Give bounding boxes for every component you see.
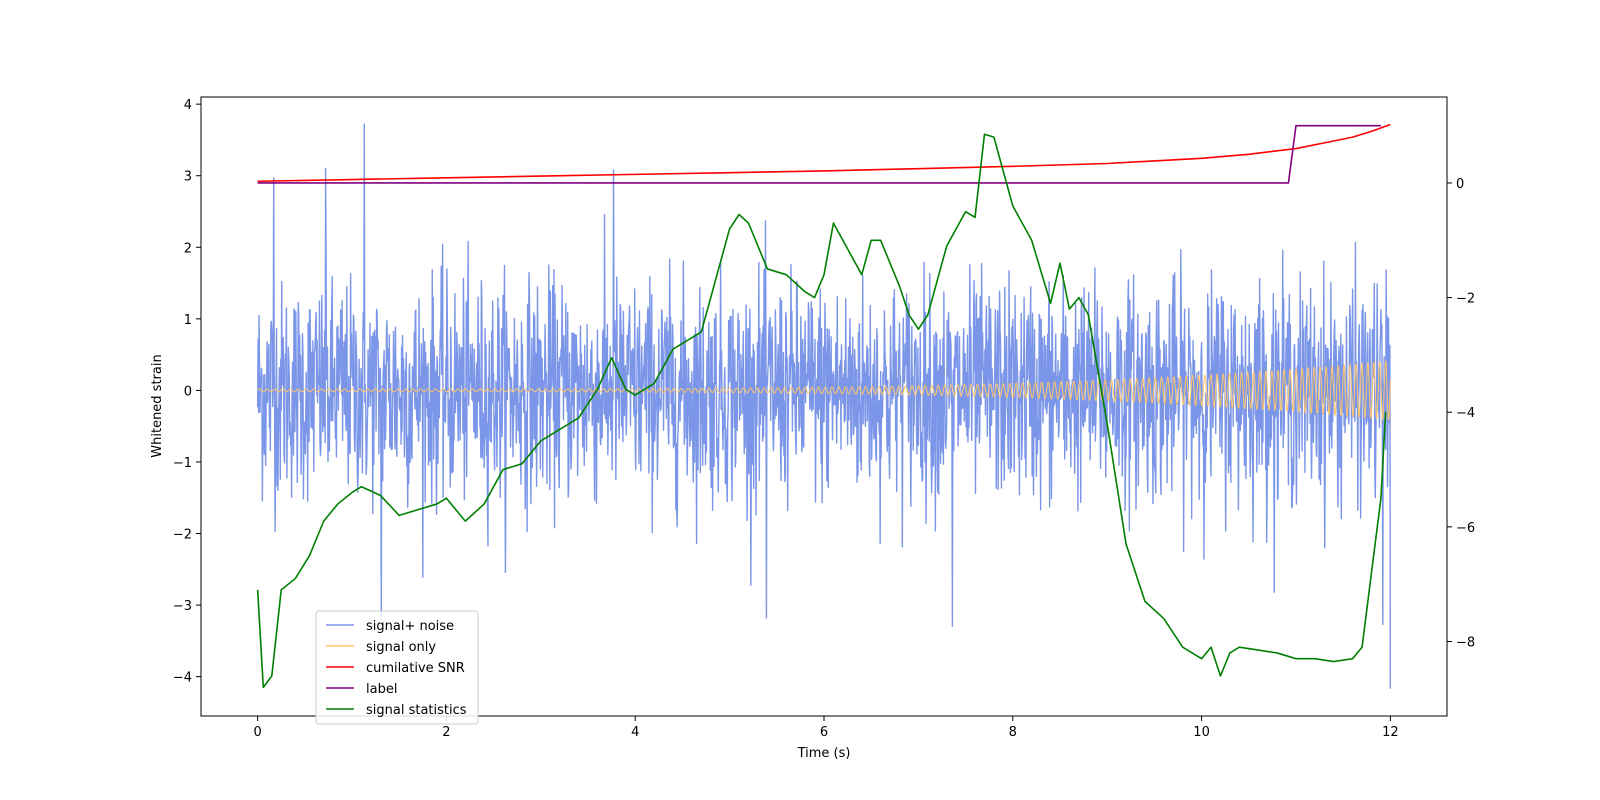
y2-tick-label: 0 [1456,177,1464,192]
y-tick-label: 0 [184,384,192,399]
y-tick-label: −3 [173,599,192,614]
y2-tick-label: −8 [1456,635,1475,650]
legend: signal+ noise signal only cumilative SNR la… [316,611,478,724]
y2-tick-label: −2 [1456,292,1475,307]
legend-label-cumilative-snr: cumilative SNR [366,661,465,676]
y2-tick-label: −6 [1456,521,1475,536]
legend-label-signal-only: signal only [366,640,436,655]
x-tick-label: 6 [820,725,828,740]
y-tick-label: −2 [173,528,192,543]
legend-label-label: label [366,682,397,697]
y-axis-label: Whitened strain [150,354,165,457]
x-tick-label: 12 [1382,725,1399,740]
x-tick-label: 2 [442,725,450,740]
x-axis-label: Time (s) [797,746,851,761]
x-tick-label: 0 [253,725,261,740]
legend-label-signal-noise: signal+ noise [366,619,454,634]
y-tick-label: 2 [184,241,192,256]
y-tick-label: 3 [184,170,192,185]
y2-tick-label: −4 [1456,406,1475,421]
y-tick-label: −4 [173,671,192,686]
chart: 0 2 4 6 8 10 12 −4−3−2−101234 −8−6−4−20 Time (… [0,0,1600,800]
y-tick-label: 4 [184,98,192,113]
x-tick-label: 4 [631,725,639,740]
x-tick-label: 10 [1193,725,1210,740]
y-tick-label: 1 [184,313,192,328]
legend-label-signal-statistics: signal statistics [366,703,467,718]
x-tick-label: 8 [1009,725,1017,740]
y-tick-label: −1 [173,456,192,471]
